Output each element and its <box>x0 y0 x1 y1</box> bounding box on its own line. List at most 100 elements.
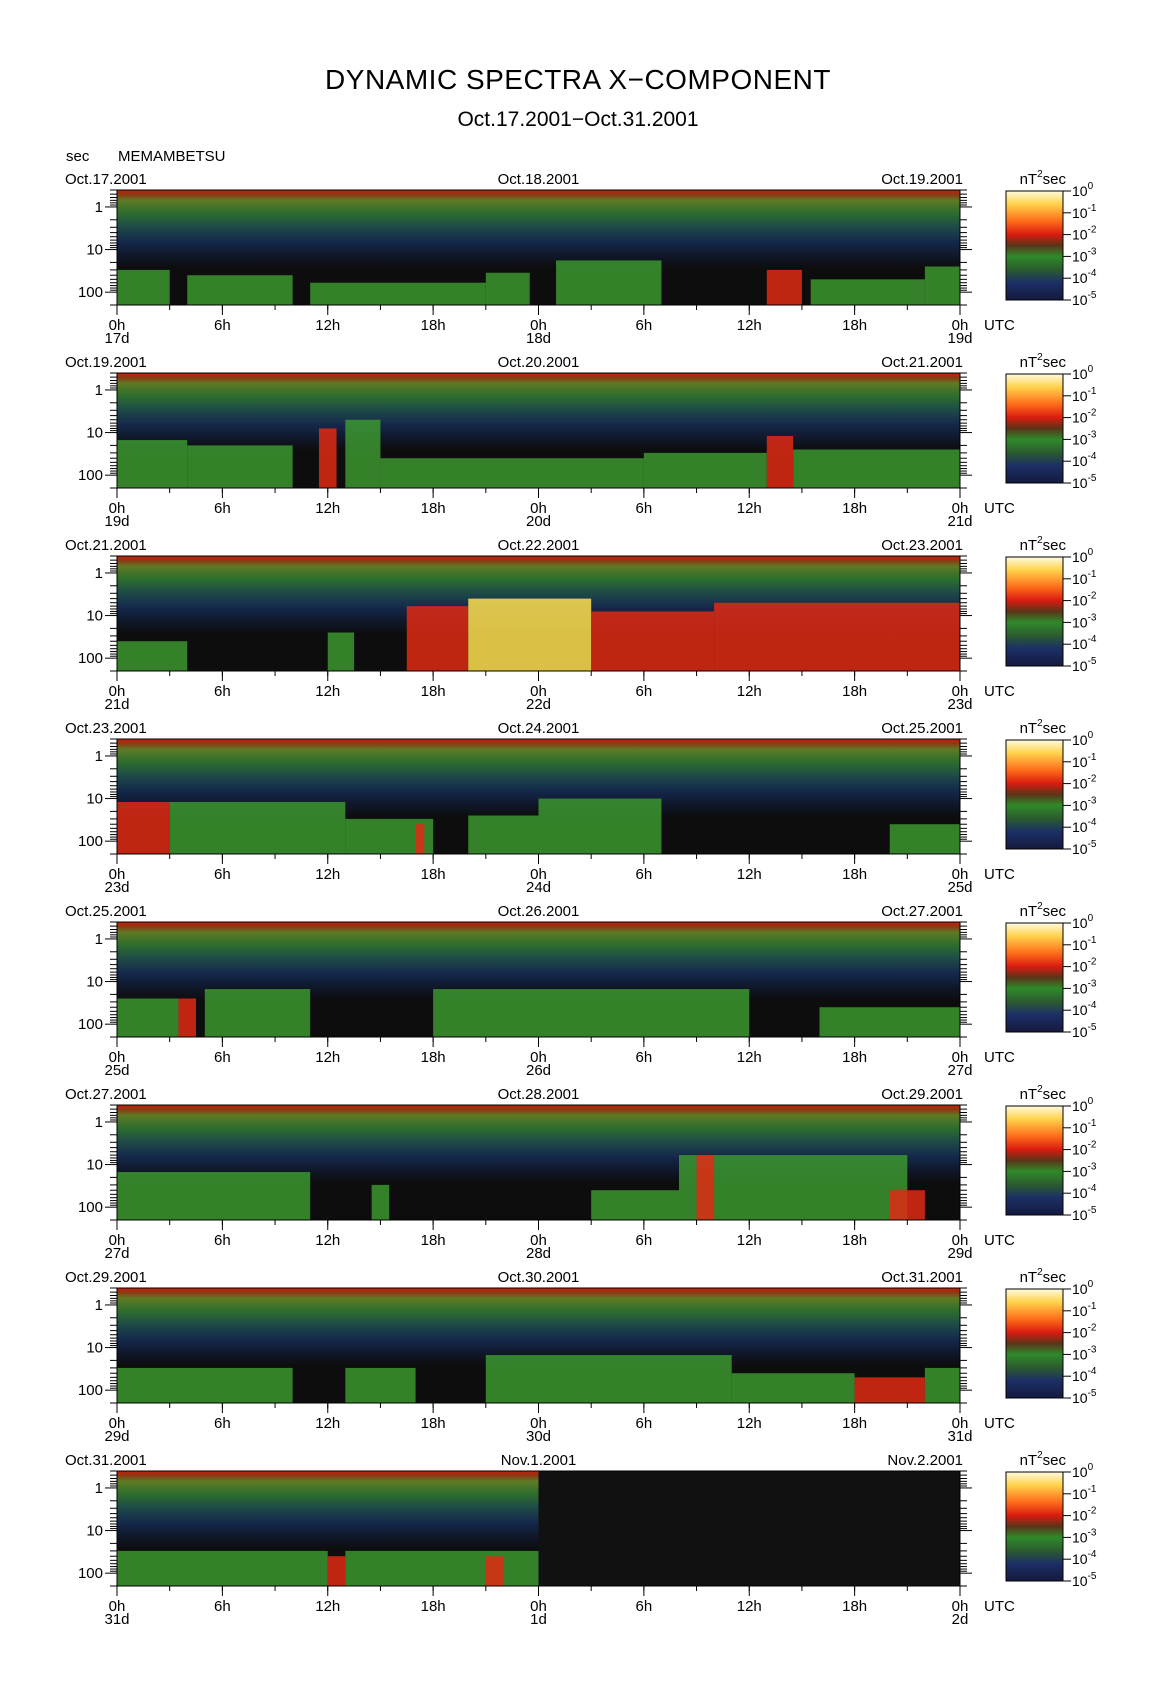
x-axis-unit: UTC <box>984 1598 1015 1615</box>
x-tick-label: 12h <box>315 866 340 883</box>
x-tick-label: 0h <box>109 500 126 517</box>
colorbar-tick-label: 10-1 <box>1072 203 1097 221</box>
colorbar-tick-label: 10-5 <box>1072 290 1097 308</box>
day-label: 22d <box>526 696 551 713</box>
x-tick-label: 6h <box>214 317 231 334</box>
day-label: 31d <box>104 1611 129 1628</box>
colorbar-tick-label: 10-3 <box>1072 246 1097 264</box>
activity-band-green <box>433 989 750 1037</box>
x-tick-label: 6h <box>636 683 653 700</box>
day-label: 21d <box>947 513 972 530</box>
colorbar-tick-label: 100 <box>1072 364 1094 382</box>
x-tick-label: 0h <box>109 317 126 334</box>
x-tick-label: 0h <box>530 317 547 334</box>
colorbar <box>1005 922 1064 1033</box>
panel-date-left: Oct.19.2001 <box>65 354 147 371</box>
x-tick-label: 12h <box>737 1598 762 1615</box>
x-tick-label: 18h <box>842 500 867 517</box>
activity-band-red <box>854 1377 925 1403</box>
colorbar <box>1005 1105 1064 1216</box>
x-tick-label: 12h <box>315 317 340 334</box>
colorbar-tick-label: 10-1 <box>1072 935 1097 953</box>
panel-date-right: Oct.31.2001 <box>881 1269 963 1286</box>
day-label: 18d <box>526 330 551 347</box>
x-tick-label: 18h <box>421 683 446 700</box>
day-label: 29d <box>104 1428 129 1445</box>
x-tick-label: 6h <box>636 1049 653 1066</box>
day-label: 27d <box>947 1062 972 1079</box>
x-tick-label: 18h <box>842 1415 867 1432</box>
panel-date-mid: Oct.22.2001 <box>498 537 580 554</box>
x-tick-label: 6h <box>214 683 231 700</box>
x-tick-label: 6h <box>636 317 653 334</box>
x-tick-label: 18h <box>421 1415 446 1432</box>
colorbar-tick-label: 10-5 <box>1072 656 1097 674</box>
day-label: 24d <box>526 879 551 896</box>
x-tick-label: 0h <box>530 866 547 883</box>
panel-date-left: Oct.29.2001 <box>65 1269 147 1286</box>
colorbar <box>1005 739 1064 850</box>
activity-band-red <box>889 1190 925 1220</box>
colorbar <box>1005 373 1064 484</box>
y-unit-label: sec <box>66 148 90 165</box>
day-label: 29d <box>947 1245 972 1262</box>
x-tick-label: 6h <box>214 1232 231 1249</box>
y-tick-label: 1 <box>95 748 103 765</box>
activity-band-green <box>556 260 662 305</box>
panel-date-left: Oct.25.2001 <box>65 903 147 920</box>
colorbar-tick-label: 10-5 <box>1072 1205 1097 1223</box>
panel-date-mid: Oct.24.2001 <box>498 720 580 737</box>
x-tick-label: 0h <box>952 1415 969 1432</box>
activity-band-green <box>117 269 170 305</box>
x-tick-label: 18h <box>842 866 867 883</box>
x-tick-label: 6h <box>636 1232 653 1249</box>
colorbar-tick-label: 10-3 <box>1072 612 1097 630</box>
spectrum-panel: Oct.17.2001 Oct.18.2001 Oct.19.2001 1 10 100 0… <box>65 169 1097 347</box>
colorbar-tick-label: 10-2 <box>1072 774 1097 792</box>
x-axis-unit: UTC <box>984 1232 1015 1249</box>
activity-band-yellow <box>468 598 592 671</box>
colorbar-tick-label: 10-3 <box>1072 795 1097 813</box>
activity-band-red <box>714 602 960 671</box>
x-tick-label: 6h <box>636 500 653 517</box>
activity-band-green <box>327 632 355 671</box>
x-tick-label: 0h <box>530 1598 547 1615</box>
panel-date-right: Oct.21.2001 <box>881 354 963 371</box>
panel-date-right: Oct.29.2001 <box>881 1086 963 1103</box>
colorbar-tick-label: 10-3 <box>1072 978 1097 996</box>
x-tick-label: 0h <box>530 1415 547 1432</box>
activity-band-green <box>117 1550 328 1586</box>
y-tick-label: 1 <box>95 931 103 948</box>
activity-band-green <box>468 815 539 854</box>
colorbar-tick-label: 10-1 <box>1072 1301 1097 1319</box>
panel-date-left: Oct.21.2001 <box>65 537 147 554</box>
x-axis-unit: UTC <box>984 866 1015 883</box>
y-tick-label: 100 <box>78 833 103 850</box>
activity-band-red <box>766 435 794 488</box>
day-label: 19d <box>104 513 129 530</box>
y-tick-label: 10 <box>86 608 103 625</box>
activity-band-green <box>643 452 767 488</box>
x-tick-label: 18h <box>842 683 867 700</box>
colorbar <box>1005 190 1064 301</box>
panel-date-right: Oct.19.2001 <box>881 171 963 188</box>
activity-band-red <box>327 1556 346 1586</box>
day-label: 17d <box>104 330 129 347</box>
panel-date-left: Oct.17.2001 <box>65 171 147 188</box>
x-tick-label: 18h <box>421 866 446 883</box>
day-label: 19d <box>947 330 972 347</box>
colorbar-tick-label: 10-5 <box>1072 1388 1097 1406</box>
colorbar-tick-label: 10-5 <box>1072 839 1097 857</box>
data-gap <box>538 1471 960 1586</box>
x-tick-label: 0h <box>952 317 969 334</box>
colorbar-tick-label: 10-5 <box>1072 473 1097 491</box>
x-tick-label: 18h <box>421 1232 446 1249</box>
colorbar-unit: nT2sec <box>1020 1450 1067 1469</box>
x-tick-label: 18h <box>421 500 446 517</box>
activity-band-green <box>793 449 960 488</box>
panel-date-left: Oct.23.2001 <box>65 720 147 737</box>
colorbar-tick-label: 10-4 <box>1072 268 1097 286</box>
x-tick-label: 12h <box>315 1049 340 1066</box>
activity-band-green <box>345 1367 416 1403</box>
colorbar-tick-label: 10-2 <box>1072 225 1097 243</box>
